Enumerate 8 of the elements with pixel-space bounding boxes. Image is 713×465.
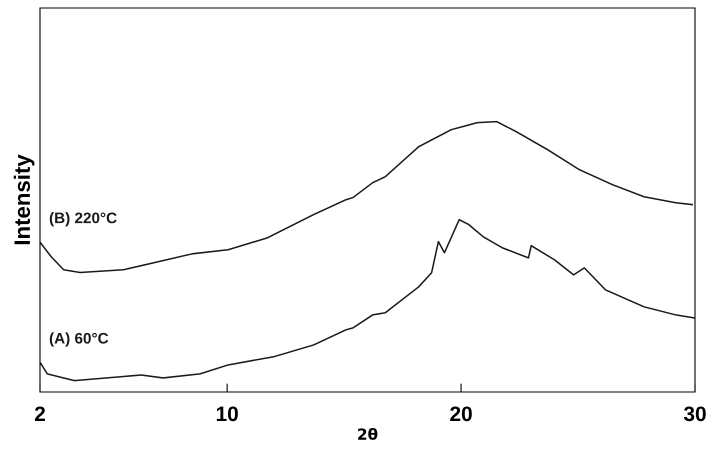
x-tick-label: 2 [34,406,45,421]
x-tick-label: 20 [450,406,472,422]
x-tick-label: 10 [216,406,238,422]
x-tick-label: 30 [684,406,706,422]
x-axis-title: 2θ [358,428,378,440]
series-label: (B) 220°C [50,212,117,226]
series-label: (A) 60°C [50,332,108,347]
y-axis-title: Intensity [14,154,34,244]
